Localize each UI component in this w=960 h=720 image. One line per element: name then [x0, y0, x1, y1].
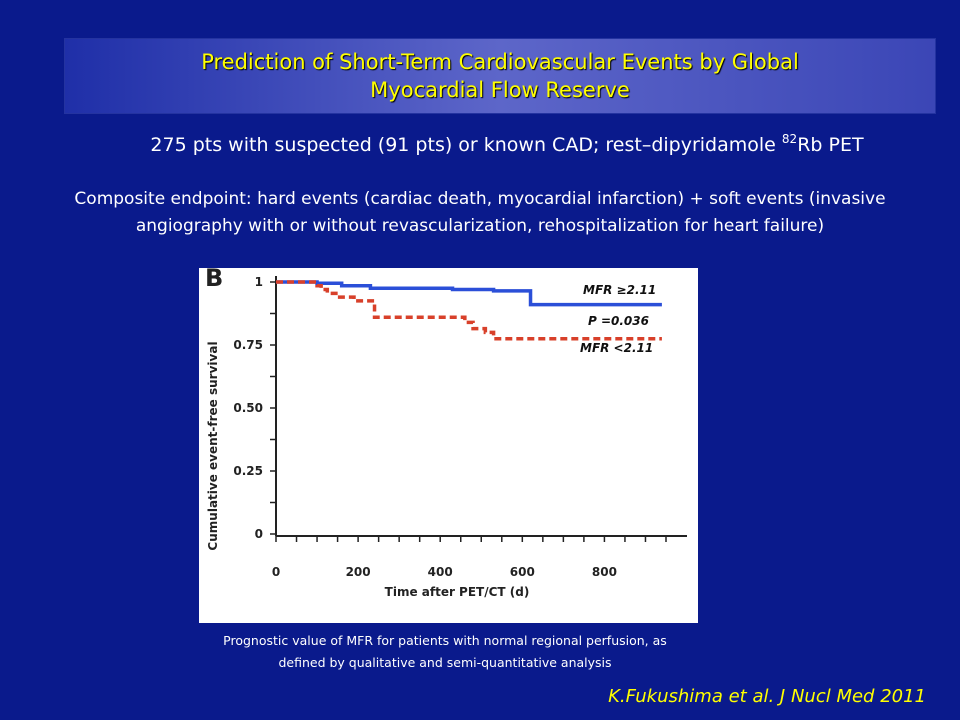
title-bar: Prediction of Short-Term Cardiovascular … [64, 38, 936, 114]
x-tick-label: 400 [428, 565, 453, 579]
x-tick-label: 200 [346, 565, 371, 579]
endpoint-description: Composite endpoint: hard events (cardiac… [10, 186, 950, 240]
endpoint-line-2: angiography with or without revasculariz… [135, 216, 825, 236]
y-tick-label: 0.25 [233, 464, 263, 478]
y-tick-label: 0.75 [233, 338, 263, 352]
legend-label-low-mfr: MFR <2.11 [580, 341, 653, 355]
survival-curve-high-mfr [276, 280, 662, 307]
x-tick-label: 600 [510, 565, 535, 579]
y-tick-label: 0.50 [233, 401, 263, 415]
y-tick-label: 0 [255, 527, 263, 541]
citation: K.Fukushima et al. J Nucl Med 2011 [608, 686, 926, 707]
panel-label: B [205, 268, 223, 292]
caption-line-1: Prognostic value of MFR for patients wit… [223, 633, 667, 648]
study-description: 275 pts with suspected (91 pts) or known… [0, 132, 960, 156]
survival-curve-low-mfr [276, 280, 662, 341]
slide-title-line-1: Prediction of Short-Term Cardiovascular … [201, 50, 799, 74]
study-description-text: 275 pts with suspected (91 pts) or known… [150, 134, 782, 156]
endpoint-line-1: Composite endpoint: hard events (cardiac… [74, 189, 886, 209]
legend-label-high-mfr: MFR ≥2.11 [583, 283, 656, 297]
y-axis-label: Cumulative event-free survival [206, 341, 220, 550]
caption-line-2: defined by qualitative and semi-quantita… [278, 655, 612, 670]
survival-chart: B Cumulative event-free survival Time af… [199, 268, 698, 623]
y-tick-label: 1 [255, 275, 263, 289]
study-description-end: Rb PET [797, 134, 864, 156]
x-tick-label: 0 [272, 565, 280, 579]
isotope-mass-number: 82 [781, 132, 798, 146]
figure-caption: Prognostic value of MFR for patients wit… [150, 630, 740, 674]
slide-title-line-2: Myocardial Flow Reserve [370, 78, 630, 102]
survival-chart-svg: B Cumulative event-free survival Time af… [205, 268, 687, 599]
p-value-annotation: P =0.036 [588, 314, 649, 328]
x-axis-label: Time after PET/CT (d) [385, 585, 530, 599]
x-tick-label: 800 [592, 565, 617, 579]
